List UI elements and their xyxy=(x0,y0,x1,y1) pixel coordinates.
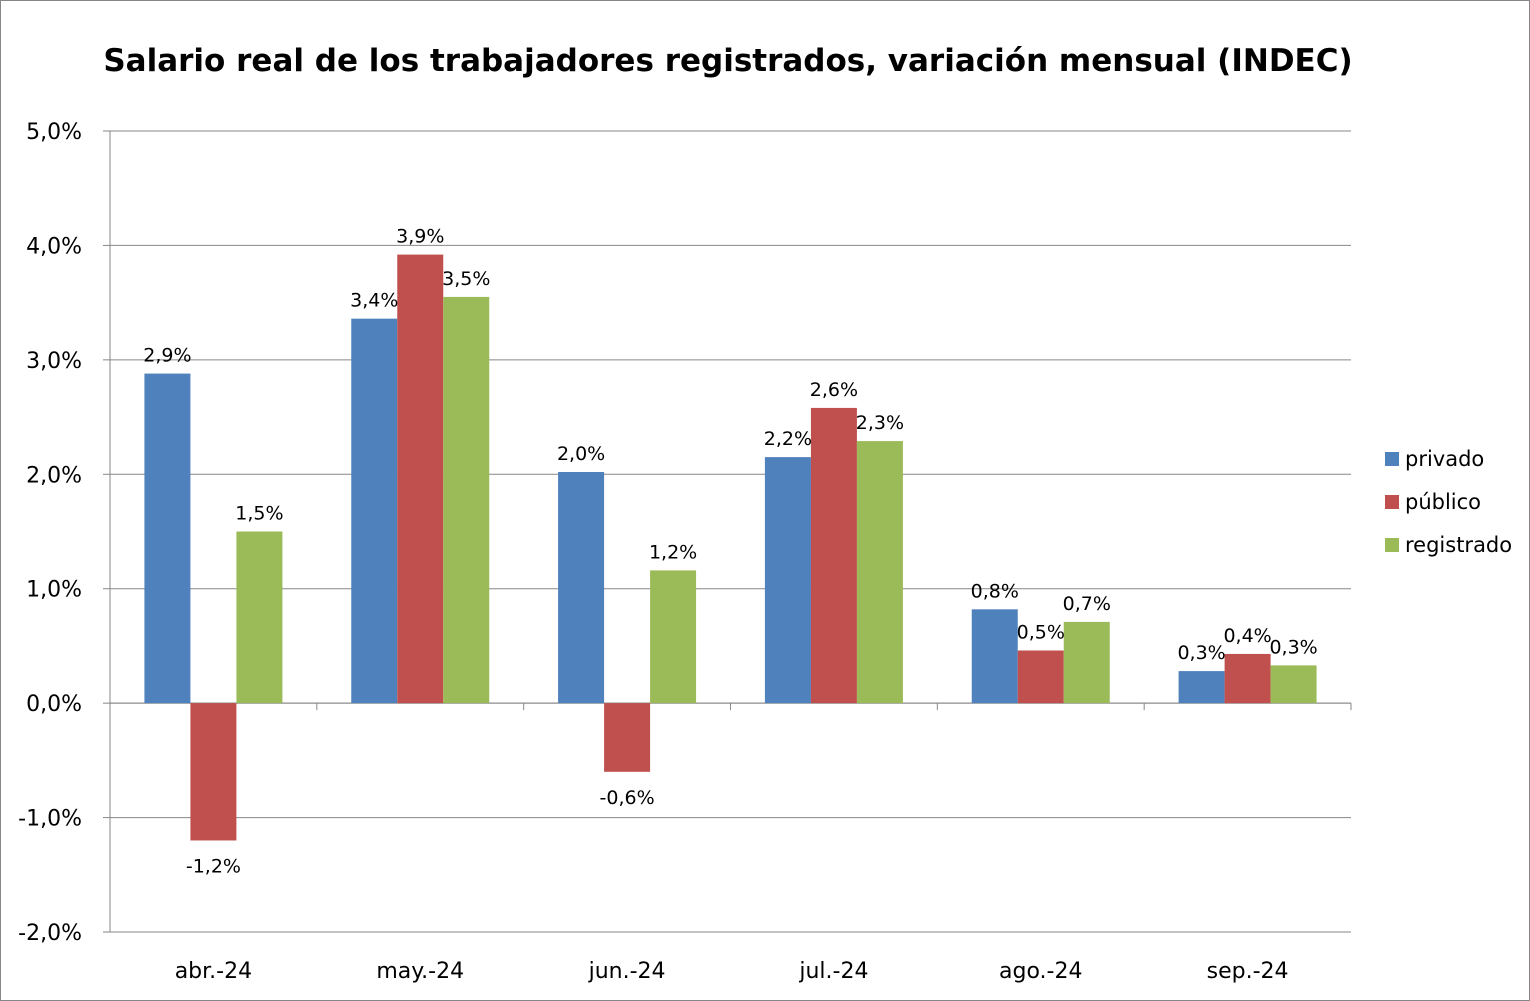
x-tick-label: abr.-24 xyxy=(175,959,252,984)
data-label: 0,7% xyxy=(1063,593,1111,615)
bar-público-jun.-24 xyxy=(604,703,651,772)
bar-registrado-jun.-24 xyxy=(650,570,697,704)
data-label: 1,5% xyxy=(235,503,283,525)
bar-registrado-abr.-24 xyxy=(236,531,283,704)
bar-privado-sep.-24 xyxy=(1178,671,1225,704)
data-label: 2,9% xyxy=(143,345,191,367)
bar-privado-jul.-24 xyxy=(764,457,811,704)
x-tick-label: sep.-24 xyxy=(1207,959,1289,984)
x-tick-label: jun.-24 xyxy=(588,959,666,984)
y-tick-label: -1,0% xyxy=(18,807,82,832)
y-tick-label: 5,0% xyxy=(26,120,82,145)
data-label: -0,6% xyxy=(600,787,655,809)
data-labels: 2,9% 3,4% 2,0% 2,2% 0,8% 0,3% -1,2% 3,9% -0,6% 2,… xyxy=(143,226,1317,878)
bar-público-abr.-24 xyxy=(190,703,237,841)
bar-privado-jun.-24 xyxy=(558,471,605,704)
bars xyxy=(144,254,1317,841)
data-label: 0,3% xyxy=(1269,636,1317,658)
legend-swatch xyxy=(1385,452,1399,466)
bar-privado-abr.-24 xyxy=(144,373,191,704)
y-axis-tick-labels: 5,0% 4,0% 3,0% 2,0% 1,0% 0,0% -1,0% -2,0% xyxy=(18,120,82,946)
legend-label: público xyxy=(1405,490,1481,514)
data-label: 2,6% xyxy=(810,379,858,401)
data-label: 0,4% xyxy=(1223,625,1271,647)
data-label: -1,2% xyxy=(186,855,241,877)
x-axis-tick-labels: abr.-24 may.-24 jun.-24 jul.-24 ago.-24 sep.-… xyxy=(175,959,1289,984)
legend-swatch xyxy=(1385,495,1399,509)
bar-registrado-may.-24 xyxy=(443,296,490,704)
x-tick-label: jul.-24 xyxy=(798,959,868,984)
y-tick-label: -2,0% xyxy=(18,921,82,946)
y-tick-label: 1,0% xyxy=(26,578,82,603)
legend-label: privado xyxy=(1405,447,1484,471)
legend-label: registrado xyxy=(1405,533,1512,557)
data-label: 3,5% xyxy=(442,268,490,290)
bar-público-ago.-24 xyxy=(1017,650,1064,704)
bar-público-sep.-24 xyxy=(1224,653,1271,704)
bar-privado-ago.-24 xyxy=(971,609,1018,704)
data-label: 2,2% xyxy=(764,428,812,450)
legend-swatch xyxy=(1385,538,1399,552)
data-label: 1,2% xyxy=(649,541,697,563)
data-label: 3,9% xyxy=(396,226,444,248)
axes xyxy=(109,131,1352,932)
data-label: 0,3% xyxy=(1177,642,1225,664)
bar-privado-may.-24 xyxy=(351,318,398,704)
data-label: 3,4% xyxy=(350,290,398,312)
data-label: 2,3% xyxy=(856,412,904,434)
bar-público-may.-24 xyxy=(397,254,444,704)
bar-registrado-jul.-24 xyxy=(856,441,903,704)
legend: privado público registrado xyxy=(1385,447,1512,557)
y-tick-label: 2,0% xyxy=(26,463,82,488)
y-tick-label: 4,0% xyxy=(26,234,82,259)
y-tick-label: 3,0% xyxy=(26,349,82,374)
data-label: 0,5% xyxy=(1017,622,1065,644)
x-tick-label: may.-24 xyxy=(376,959,464,984)
y-tick-label: 0,0% xyxy=(26,692,82,717)
data-label: 0,8% xyxy=(971,580,1019,602)
x-tick-label: ago.-24 xyxy=(999,959,1082,984)
bar-público-jul.-24 xyxy=(810,407,857,704)
bar-registrado-sep.-24 xyxy=(1270,665,1317,704)
chart-title: Salario real de los trabajadores registr… xyxy=(103,43,1352,79)
bar-registrado-ago.-24 xyxy=(1063,621,1110,704)
gridlines xyxy=(103,130,1351,933)
data-label: 2,0% xyxy=(557,443,605,465)
